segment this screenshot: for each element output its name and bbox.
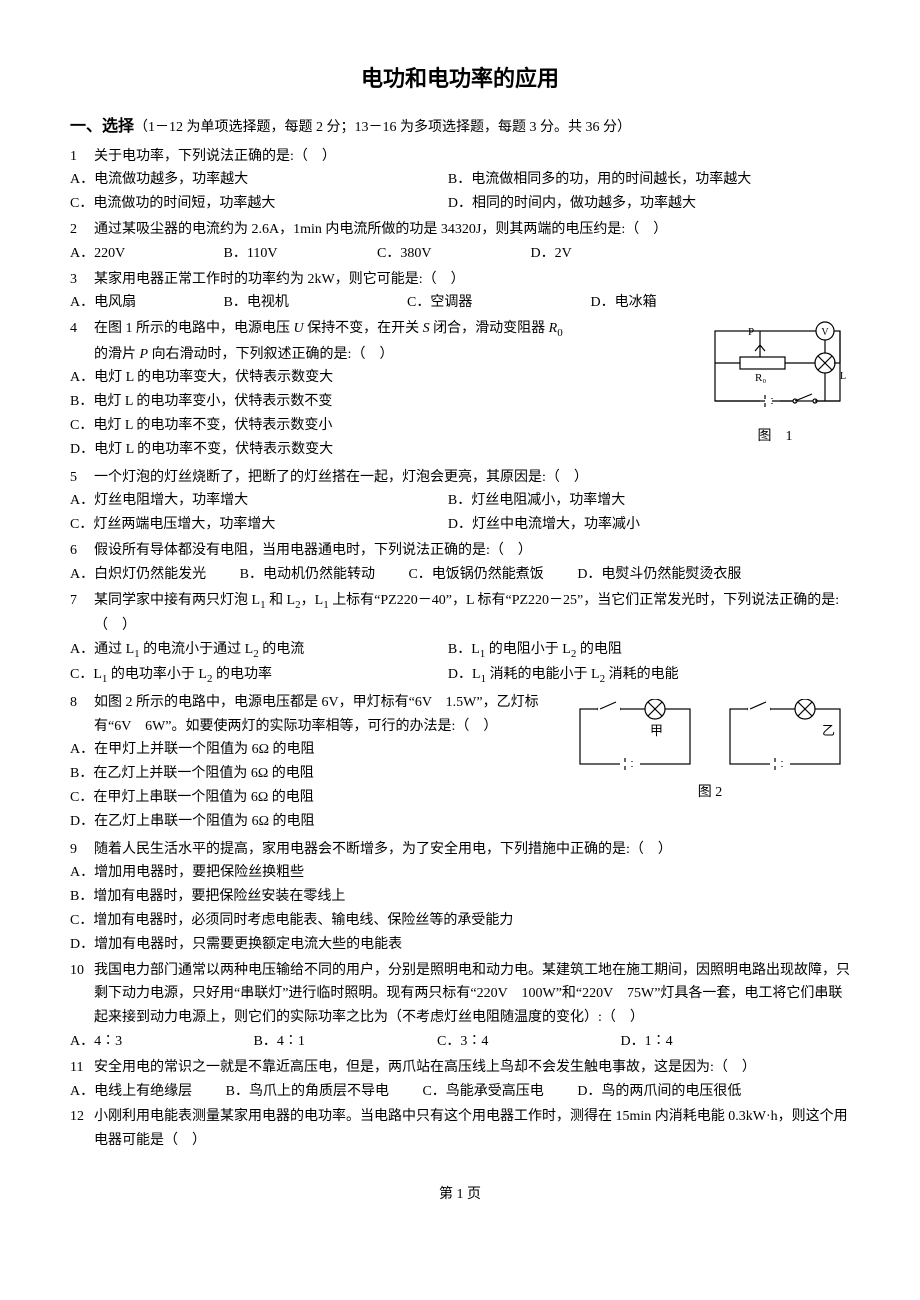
q1-opt-c: C．电流做功的时间短，功率越大 [70, 192, 444, 216]
q3-num: 3 [70, 268, 94, 292]
q2-opt-d: D．2V [531, 242, 572, 266]
q1-opt-b: B．电流做相同多的功，用的时间越长，功率越大 [448, 168, 822, 192]
q11-opt-b: B．鸟爪上的角质层不导电 [226, 1080, 389, 1104]
question-9: 9随着人民生活水平的提高，家用电器会不断增多，为了安全用电，下列措施中正确的是:… [70, 838, 850, 957]
question-11: 11安全用电的常识之一就是不靠近高压电，但是，两爪站在高压线上鸟却不会发生触电事… [70, 1056, 850, 1104]
q4-opt-d: D．电灯 L 的电功率不变，伏特表示数变大 [70, 438, 850, 462]
page-title: 电功和电功率的应用 [70, 60, 850, 97]
q5-opt-c: C．灯丝两端电压增大，功率增大 [70, 513, 444, 537]
question-6: 6假设所有导体都没有电阻，当用电器通电时，下列说法正确的是:（ ） A．白炽灯仍… [70, 539, 850, 587]
q4-opt-b: B．电灯 L 的电功率变小，伏特表示数不变 [70, 390, 850, 414]
q7-text: 某同学家中接有两只灯泡 L1 和 L2，L1 上标有“PZ220－40”，L 标… [94, 589, 850, 638]
q10-num: 10 [70, 959, 94, 983]
q2-opt-b: B．110V [224, 242, 344, 266]
q4-opt-c: C．电灯 L 的电功率不变，伏特表示数变小 [70, 414, 850, 438]
question-3: 3某家用电器正常工作时的功率约为 2kW，则它可能是:（ ） A．电风扇 B．电… [70, 268, 850, 316]
question-10: 10我国电力部门通常以两种电压输给不同的用户，分别是照明电和动力电。某建筑工地在… [70, 959, 850, 1054]
q10-opt-d: D．1∶4 [621, 1030, 673, 1054]
q11-num: 11 [70, 1056, 94, 1080]
q10-opt-a: A．4∶3 [70, 1030, 220, 1054]
q9-text: 随着人民生活水平的提高，家用电器会不断增多，为了安全用电，下列措施中正确的是:（… [94, 838, 850, 862]
q7-num: 7 [70, 589, 94, 613]
q3-opt-b: B．电视机 [224, 291, 374, 315]
q11-opt-c: C．鸟能承受高压电 [422, 1080, 543, 1104]
q9-num: 9 [70, 838, 94, 862]
q11-opt-d: D．鸟的两爪间的电压很低 [577, 1080, 741, 1104]
q8-opt-c: C．在甲灯上串联一个阻值为 6Ω 的电阻 [70, 786, 850, 810]
q9-opt-d: D．增加有电器时，只需要更换额定电流大些的电能表 [70, 933, 850, 957]
q10-opt-b: B．4∶1 [254, 1030, 404, 1054]
section-1-label: 一、选择 [70, 118, 134, 135]
q9-opt-b: B．增加有电器时，要把保险丝安装在零线上 [70, 885, 850, 909]
q2-opt-c: C．380V [377, 242, 497, 266]
q7-opt-a: A．通过 L1 的电流小于通过 L2 的电流 [70, 638, 444, 663]
q2-text: 通过某吸尘器的电流约为 2.6A，1min 内电流所做的功是 34320J，则其… [94, 218, 850, 242]
q3-opt-d: D．电冰箱 [591, 291, 657, 315]
page-footer: 第 1 页 [70, 1183, 850, 1207]
q10-opt-c: C．3∶4 [437, 1030, 587, 1054]
q6-opt-c: C．电饭锅仍然能煮饭 [408, 563, 543, 587]
q6-num: 6 [70, 539, 94, 563]
question-8: 8如图 2 所示的电路中，电源电压都是 6V，甲灯标有“6V 1.5W”，乙灯标… [70, 691, 850, 834]
question-5: 5一个灯泡的灯丝烧断了，把断了的灯丝搭在一起，灯泡会更亮，其原因是:（ ） A．… [70, 466, 850, 537]
q5-opt-a: A．灯丝电阻增大，功率增大 [70, 489, 444, 513]
q12-num: 12 [70, 1105, 94, 1129]
q7-opt-b: B．L1 的电阻小于 L2 的电阻 [448, 638, 822, 663]
q11-text: 安全用电的常识之一就是不靠近高压电，但是，两爪站在高压线上鸟却不会发生触电事故，… [94, 1056, 850, 1080]
q1-num: 1 [70, 145, 94, 169]
q7-opt-c: C．L1 的电功率小于 L2 的电功率 [70, 663, 444, 688]
q12-text: 小刚利用电能表测量某家用电器的电功率。当电路中只有这个用电器工作时，测得在 15… [94, 1105, 850, 1153]
q7-opt-d: D．L1 消耗的电能小于 L2 消耗的电能 [448, 663, 822, 688]
q5-num: 5 [70, 466, 94, 490]
q8-opt-d: D．在乙灯上串联一个阻值为 6Ω 的电阻 [70, 810, 850, 834]
question-12: 12小刚利用电能表测量某家用电器的电功率。当电路中只有这个用电器工作时，测得在 … [70, 1105, 850, 1153]
q8-opt-a: A．在甲灯上并联一个阻值为 6Ω 的电阻 [70, 738, 850, 762]
q5-opt-b: B．灯丝电阻减小，功率增大 [448, 489, 822, 513]
question-4: 4 在图 1 所示的电路中，电源电压 U 保持不变，在开关 S 闭合，滑动变阻器… [70, 317, 850, 461]
q1-opt-a: A．电流做功越多，功率越大 [70, 168, 444, 192]
question-7: 7 某同学家中接有两只灯泡 L1 和 L2，L1 上标有“PZ220－40”，L… [70, 589, 850, 689]
q2-opt-a: A．220V [70, 242, 190, 266]
q5-text: 一个灯泡的灯丝烧断了，把断了的灯丝搭在一起，灯泡会更亮，其原因是:（ ） [94, 466, 850, 490]
q3-text: 某家用电器正常工作时的功率约为 2kW，则它可能是:（ ） [94, 268, 850, 292]
q3-opt-a: A．电风扇 [70, 291, 190, 315]
q4-num: 4 [70, 317, 94, 341]
q3-opt-c: C．空调器 [407, 291, 557, 315]
q11-opt-a: A．电线上有绝缘层 [70, 1080, 192, 1104]
question-1: 1关于电功率，下列说法正确的是:（ ） A．电流做功越多，功率越大 B．电流做相… [70, 145, 850, 216]
q4-opt-a: A．电灯 L 的电功率变大，伏特表示数变大 [70, 366, 850, 390]
q9-opt-a: A．增加用电器时，要把保险丝换粗些 [70, 861, 850, 885]
question-2: 2通过某吸尘器的电流约为 2.6A，1min 内电流所做的功是 34320J，则… [70, 218, 850, 266]
q4-text: 在图 1 所示的电路中，电源电压 U 保持不变，在开关 S 闭合，滑动变阻器 R… [94, 317, 688, 342]
q8-num: 8 [70, 691, 94, 715]
q5-opt-d: D．灯丝中电流增大，功率减小 [448, 513, 822, 537]
q6-opt-d: D．电熨斗仍然能熨烫衣服 [577, 563, 741, 587]
q4-text-2: 的滑片 P 向右滑动时，下列叙述正确的是:（ ） [94, 343, 850, 367]
q2-num: 2 [70, 218, 94, 242]
q1-opt-d: D．相同的时间内，做功越多，功率越大 [448, 192, 822, 216]
section-1-header: 一、选择（1－12 为单项选择题，每题 2 分；13－16 为多项选择题，每题 … [70, 113, 850, 140]
q6-opt-a: A．白炽灯仍然能发光 [70, 563, 206, 587]
q10-text: 我国电力部门通常以两种电压输给不同的用户，分别是照明电和动力电。某建筑工地在施工… [94, 959, 850, 1030]
q9-opt-c: C．增加有电器时，必须同时考虑电能表、输电线、保险丝等的承受能力 [70, 909, 850, 933]
q1-text: 关于电功率，下列说法正确的是:（ ） [94, 145, 850, 169]
q6-text: 假设所有导体都没有电阻，当用电器通电时，下列说法正确的是:（ ） [94, 539, 850, 563]
q8-text: 如图 2 所示的电路中，电源电压都是 6V，甲灯标有“6V 1.5W”，乙灯标有… [94, 691, 558, 739]
q6-opt-b: B．电动机仍然能转动 [240, 563, 375, 587]
q8-opt-b: B．在乙灯上并联一个阻值为 6Ω 的电阻 [70, 762, 850, 786]
section-1-note: （1－12 为单项选择题，每题 2 分；13－16 为多项选择题，每题 3 分。… [134, 120, 631, 135]
